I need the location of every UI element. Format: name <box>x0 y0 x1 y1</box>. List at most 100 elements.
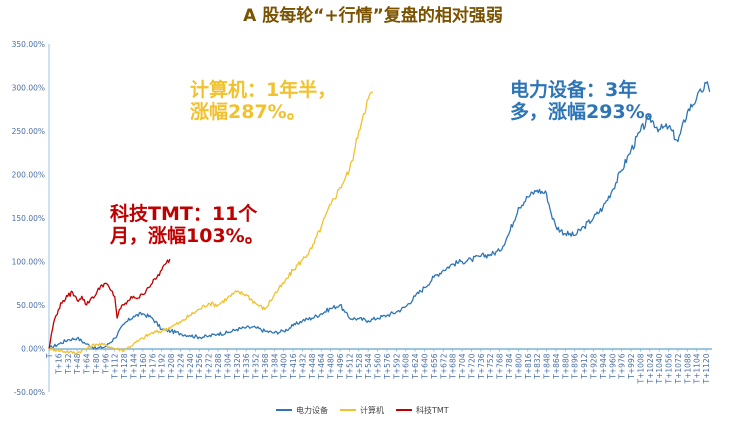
legend: 电力设备 计算机 科技TMT <box>276 405 449 415</box>
x-tick-label: T+752 <box>486 353 495 379</box>
x-tick-label: T+1104 <box>693 353 702 384</box>
x-tick-label: T+1040 <box>655 353 664 384</box>
x-tick-label: T+608 <box>402 353 411 379</box>
x-tick-label: T+736 <box>477 353 486 379</box>
x-tick-label: T+64 <box>83 353 92 375</box>
x-tick-label: T+976 <box>618 353 627 379</box>
x-tick-label: T+864 <box>552 353 561 379</box>
annotation-computer-line-1: 计算机：1年半， <box>190 78 336 101</box>
x-tick-label: T+400 <box>280 353 289 379</box>
x-tick-label: T+1088 <box>683 353 692 384</box>
x-tick-label: T+256 <box>195 353 204 379</box>
x-tick-label: T+320 <box>233 353 242 379</box>
series-line-2 <box>48 258 171 349</box>
x-tick-label: T+992 <box>627 353 636 379</box>
x-tick-label: T+896 <box>571 353 580 379</box>
x-tick-label: T+624 <box>411 353 420 379</box>
legend-item-power: 电力设备 <box>276 405 328 415</box>
x-tick-label: T+464 <box>317 353 326 379</box>
x-tick-label: T+304 <box>223 353 232 379</box>
x-tick-label: T+336 <box>242 353 251 379</box>
x-tick-label: T+832 <box>533 353 542 379</box>
x-tick-label: T+768 <box>496 353 505 379</box>
x-tick-label: T+800 <box>514 353 523 379</box>
annotation-power-line-1: 电力设备：3年 <box>510 78 637 101</box>
x-tick-label: T+160 <box>139 353 148 379</box>
x-tick-label: T+352 <box>252 353 261 379</box>
x-tick-label: T+560 <box>374 353 383 379</box>
x-tick-label: T+128 <box>120 353 129 379</box>
y-tick-label: 350.00% <box>12 40 45 49</box>
x-tick-label: T+704 <box>458 353 467 379</box>
y-tick-label: -50.00% <box>14 388 45 397</box>
x-tick-label: T+496 <box>336 353 345 379</box>
x-tick-label: T+96 <box>101 353 110 375</box>
annotation-computer-line-2: 涨幅287%。 <box>190 100 306 123</box>
x-tick-label: T+272 <box>205 353 214 379</box>
x-tick-label: T+928 <box>589 353 598 379</box>
legend-label-tmt: 科技TMT <box>416 405 449 415</box>
series-line-0 <box>48 81 711 350</box>
x-tick-label: T+576 <box>383 353 392 379</box>
y-tick-label: 150.00% <box>12 214 45 223</box>
annotation-tmt-line-2: 月，涨幅103%。 <box>109 224 264 247</box>
x-tick-label: T+288 <box>214 353 223 379</box>
x-tick-label: T+144 <box>129 353 138 379</box>
x-tick-label: T+1008 <box>636 353 645 384</box>
legend-label-power: 电力设备 <box>296 405 328 415</box>
x-tick-label: T+640 <box>421 353 430 379</box>
chart-title: A 股每轮“+行情”复盘的相对强弱 <box>243 5 503 26</box>
x-tick-label: T <box>45 353 54 359</box>
x-tick-label: T+192 <box>158 353 167 379</box>
annotation-power-line-2: 多，涨幅293%。 <box>510 100 664 123</box>
y-tick-label: 0.00% <box>21 345 45 354</box>
series-line-1 <box>48 91 374 355</box>
x-tick-label: T+32 <box>64 353 73 375</box>
x-tick-label: T+1120 <box>702 353 711 384</box>
x-tick-label: T+480 <box>327 353 336 379</box>
y-tick-label: 200.00% <box>12 171 45 180</box>
x-tick-label: T+48 <box>73 353 82 375</box>
x-tick-label: T+1024 <box>646 353 655 384</box>
legend-item-computer: 计算机 <box>340 405 384 415</box>
annotation-computer: 计算机：1年半， 涨幅287%。 <box>190 78 343 123</box>
x-tick-label: T+720 <box>467 353 476 379</box>
y-axis-ticks: 350.00% 300.00% 250.00% 200.00% 150.00% 100.0… <box>12 40 45 397</box>
x-tick-label: T+880 <box>561 353 570 379</box>
y-tick-label: 50.00% <box>16 301 45 310</box>
x-tick-label: T+80 <box>92 353 101 375</box>
x-tick-label: T+912 <box>580 353 589 379</box>
x-tick-label: T+1056 <box>665 353 674 384</box>
x-tick-label: T+672 <box>439 353 448 379</box>
x-tick-label: T+1072 <box>674 353 683 384</box>
x-tick-label: T+240 <box>186 353 195 379</box>
y-tick-label: 250.00% <box>12 127 45 136</box>
annotation-power-equipment: 电力设备：3年 多，涨幅293%。 <box>510 78 664 123</box>
x-tick-label: T+656 <box>430 353 439 379</box>
series-lines <box>48 81 711 355</box>
x-tick-label: T+528 <box>355 353 364 379</box>
x-axis-ticks: T T+16 T+32 T+48 T+64 T+80 T+96 T+112 T+128 T+144… <box>45 348 711 384</box>
x-tick-label: T+176 <box>148 353 157 379</box>
x-tick-label: T+432 <box>298 353 307 379</box>
y-tick-label: 100.00% <box>12 258 45 267</box>
x-tick-label: T+368 <box>261 353 270 379</box>
x-tick-label: T+448 <box>308 353 317 379</box>
x-tick-label: T+544 <box>364 353 373 379</box>
x-tick-label: T+784 <box>505 353 514 379</box>
x-tick-label: T+208 <box>167 353 176 379</box>
legend-item-tmt: 科技TMT <box>396 405 449 415</box>
legend-label-computer: 计算机 <box>360 405 384 415</box>
x-tick-label: T+848 <box>543 353 552 379</box>
x-tick-label: T+112 <box>111 353 120 379</box>
x-tick-label: T+688 <box>449 353 458 379</box>
x-tick-label: T+816 <box>524 353 533 379</box>
x-tick-label: T+16 <box>54 353 63 375</box>
annotation-tmt: 科技TMT：11个 月，涨幅103%。 <box>109 202 264 247</box>
x-tick-label: T+960 <box>608 353 617 379</box>
x-tick-label: T+384 <box>270 353 279 379</box>
x-tick-label: T+224 <box>176 353 185 379</box>
x-tick-label: T+944 <box>599 353 608 379</box>
annotation-tmt-line-1: 科技TMT：11个 <box>110 202 258 225</box>
